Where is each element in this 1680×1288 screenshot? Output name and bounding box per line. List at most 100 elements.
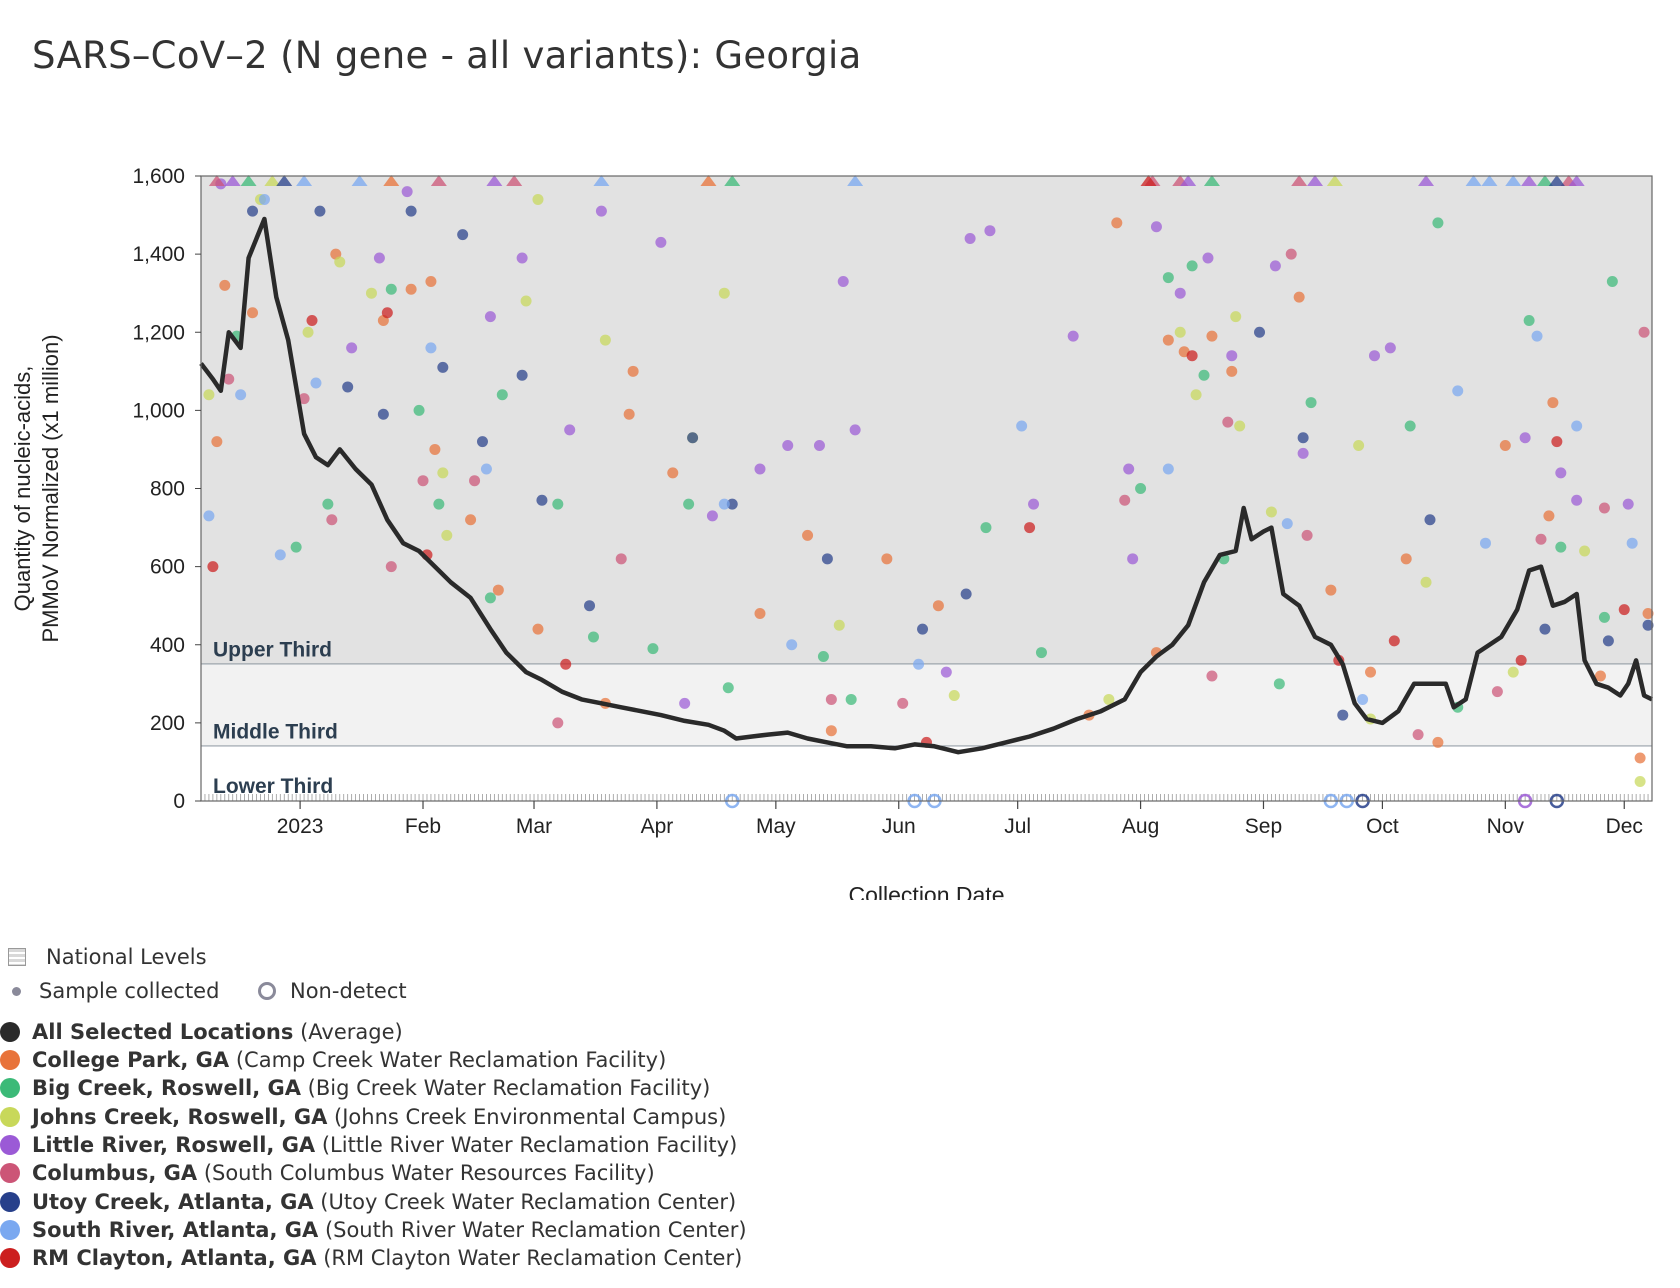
overflow-marker xyxy=(847,175,864,186)
overflow-marker xyxy=(208,175,225,186)
sample-dot xyxy=(1622,498,1634,510)
x-tick-label: 2023 xyxy=(277,815,324,838)
sample-dot xyxy=(1404,420,1416,432)
sample-dot xyxy=(342,381,354,393)
legend-national-levels[interactable]: National Levels xyxy=(8,945,207,969)
sample-dot xyxy=(437,467,449,479)
sample-dot xyxy=(1206,330,1218,342)
sample-dot xyxy=(480,463,492,475)
sample-dot xyxy=(1642,619,1654,631)
sample-dot xyxy=(1174,326,1186,338)
sample-dot xyxy=(484,592,496,604)
sample-dot xyxy=(1642,608,1654,619)
sample-dot xyxy=(441,529,453,541)
sample-dot xyxy=(1357,693,1369,705)
legend-sample-collected[interactable]: Sample collected xyxy=(12,979,219,1003)
sample-dot xyxy=(881,553,893,565)
sample-dot xyxy=(897,697,909,709)
overflow-marker xyxy=(506,175,523,186)
sample-dot xyxy=(1234,420,1246,432)
sample-dot xyxy=(401,186,413,198)
sample-dot xyxy=(782,440,794,452)
sample-dot xyxy=(599,334,611,346)
sample-dot xyxy=(802,529,814,541)
sample-dot xyxy=(1035,647,1047,659)
sample-dot xyxy=(1269,260,1281,272)
legend-site-0[interactable]: College Park, GA (Camp Creek Water Recla… xyxy=(0,1048,666,1072)
overflow-marker xyxy=(1536,175,1553,186)
sample-dot xyxy=(817,650,829,662)
sample-dot xyxy=(223,373,235,385)
sample-dot xyxy=(1028,498,1040,510)
sample-dot xyxy=(1515,654,1527,666)
sample-dot xyxy=(1186,350,1198,362)
legend-site-5[interactable]: Utoy Creek, Atlanta, GA (Utoy Creek Wate… xyxy=(0,1190,736,1214)
site-label: South River, Atlanta, GA xyxy=(32,1217,319,1242)
chart-plot: Upper Third Middle Third Lower Third 0 200 4… xyxy=(10,165,1654,900)
x-tick-label: Jun xyxy=(882,815,916,838)
sample-dot xyxy=(1119,494,1131,506)
x-tick-label: Oct xyxy=(1366,815,1399,838)
overflow-marker xyxy=(1465,175,1482,186)
sample-dot xyxy=(1626,537,1638,549)
sample-dot xyxy=(754,608,766,619)
sample-dot xyxy=(290,541,302,553)
site-label: College Park, GA xyxy=(32,1048,230,1072)
sample-dot xyxy=(1067,330,1079,342)
sample-dot xyxy=(385,561,397,573)
site-color-dot xyxy=(0,1191,20,1212)
y-tick-label: 600 xyxy=(150,556,185,579)
sample-dot xyxy=(1111,217,1123,229)
overflow-marker xyxy=(240,175,257,186)
band-label: Middle Third xyxy=(213,720,338,743)
sample-dot xyxy=(1400,553,1412,565)
legend-average[interactable]: All Selected Locations (Average) xyxy=(0,1020,403,1044)
sample-dot xyxy=(1579,545,1591,557)
site-color-dot xyxy=(0,1050,20,1070)
sample-dot xyxy=(1150,221,1162,233)
sample-dot xyxy=(1539,623,1551,635)
y-axis-label-line2: PMMoV Normalized (x1 million) xyxy=(38,334,63,642)
legend-site-1[interactable]: Big Creek, Roswell, GA (Big Creek Water … xyxy=(0,1076,710,1100)
x-minor-ticks xyxy=(200,794,1653,801)
legend-site-3[interactable]: Little River, Roswell, GA (Little River … xyxy=(0,1133,737,1157)
sample-dot xyxy=(1479,537,1491,549)
overflow-marker xyxy=(486,175,503,186)
site-label: Columbus, GA xyxy=(32,1161,198,1186)
legend-non-detect[interactable]: Non-detect xyxy=(258,979,407,1003)
sample-dot xyxy=(1281,518,1293,530)
sample-dot xyxy=(623,408,635,420)
sample-dot xyxy=(520,295,532,307)
sample-dot xyxy=(1507,666,1519,678)
sample-dot xyxy=(322,498,334,510)
sample-dot xyxy=(647,643,659,655)
sample-dot xyxy=(219,279,231,291)
sample-dot xyxy=(1353,440,1365,452)
sample-dot xyxy=(1606,275,1618,287)
sample-dot xyxy=(1519,432,1531,444)
sample-dot xyxy=(1491,686,1503,698)
legend-site-2[interactable]: Johns Creek, Roswell, GA (Johns Creek En… xyxy=(0,1105,726,1129)
sample-dot xyxy=(845,693,857,705)
sample-dot xyxy=(405,205,417,217)
y-tick-label: 400 xyxy=(150,634,185,657)
sample-dot xyxy=(1388,635,1400,647)
legend-site-7[interactable]: RM Clayton, Atlanta, GA (RM Clayton Wate… xyxy=(0,1246,742,1270)
overflow-marker xyxy=(1291,175,1308,186)
sample-dot xyxy=(258,193,270,205)
legend-site-6[interactable]: South River, Atlanta, GA (South River Wa… xyxy=(0,1218,747,1242)
sample-dot xyxy=(706,510,718,522)
overflow-marker xyxy=(1548,175,1565,186)
y-axis-label-line1: Quantity of nucleic-acids, xyxy=(10,366,35,612)
sample-dot xyxy=(786,639,798,651)
sample-dot xyxy=(1135,483,1147,494)
x-tick-label: Apr xyxy=(641,815,674,838)
sample-dot xyxy=(1368,350,1380,362)
legend-site-4[interactable]: Columbus, GA (South Columbus Water Resou… xyxy=(0,1161,655,1185)
y-tick-label: 1,400 xyxy=(132,243,185,266)
sample-dot xyxy=(1432,217,1444,229)
sample-dot xyxy=(833,619,845,631)
sample-dot xyxy=(437,361,449,373)
sample-dot xyxy=(465,514,477,526)
sample-dot xyxy=(334,256,346,268)
